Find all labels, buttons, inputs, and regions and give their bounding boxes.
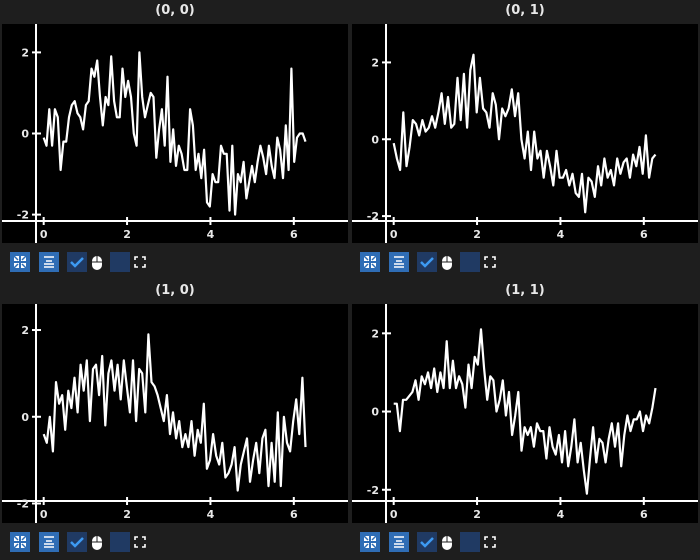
x-tick-label: 2 (473, 508, 481, 521)
fit-view-icon[interactable] (360, 252, 380, 272)
y-tick-label: 2 (21, 324, 29, 337)
subplot-cell: (1, 0) 0 2 4 6 -2 0 2 (0, 280, 350, 560)
y-tick-label: -2 (367, 210, 379, 223)
plot-area[interactable]: 0 2 4 6 -2 0 2 (352, 304, 698, 523)
fit-view-icon[interactable] (10, 252, 30, 272)
plot-area[interactable]: 0 2 4 6 -2 0 2 (352, 24, 698, 243)
subplot-title: (1, 1) (505, 283, 545, 298)
align-center-icon[interactable] (389, 532, 409, 552)
y-tick-label: -2 (17, 209, 29, 222)
y-tick-label: 0 (21, 411, 29, 424)
fullscreen-icon[interactable] (134, 252, 146, 272)
subplot-title: (0, 0) (155, 3, 195, 18)
x-tick-label: 4 (207, 508, 215, 521)
fullscreen-icon[interactable] (484, 252, 496, 272)
x-tick-label: 6 (640, 228, 648, 241)
x-tick-label: 4 (557, 508, 565, 521)
checkbox-checked[interactable] (417, 532, 437, 552)
x-tick-label: 4 (207, 228, 215, 241)
x-tick-label: 0 (390, 508, 398, 521)
plot-toolbar (350, 532, 700, 552)
series-line (393, 328, 657, 495)
align-center-icon[interactable] (389, 252, 409, 272)
plot-toolbar (0, 532, 350, 552)
subplot-cell: (0, 1) 0 2 4 6 -2 0 2 (350, 0, 700, 280)
mouse-icon (441, 532, 453, 552)
x-tick-label: 6 (290, 508, 298, 521)
x-tick-label: 0 (40, 228, 48, 241)
checkbox-empty[interactable] (460, 252, 480, 272)
checkbox-empty[interactable] (110, 532, 130, 552)
series-line (42, 51, 307, 216)
x-tick-label: 0 (390, 228, 398, 241)
fullscreen-icon[interactable] (134, 532, 146, 552)
align-center-icon[interactable] (39, 532, 59, 552)
fit-view-icon[interactable] (10, 532, 30, 552)
y-tick-label: 0 (371, 406, 379, 419)
y-tick-label: 2 (371, 56, 379, 69)
subplot-cell: (1, 1) 0 2 4 6 -2 0 2 (350, 280, 700, 560)
subplot-title: (0, 1) (505, 3, 545, 18)
x-tick-label: 4 (557, 228, 565, 241)
y-tick-label: -2 (17, 497, 29, 510)
fit-view-icon[interactable] (360, 532, 380, 552)
x-tick-label: 2 (123, 508, 131, 521)
plot-toolbar (0, 252, 350, 272)
x-tick-label: 2 (473, 228, 481, 241)
checkbox-empty[interactable] (110, 252, 130, 272)
mouse-icon (91, 252, 103, 272)
x-tick-label: 6 (290, 228, 298, 241)
mouse-icon (91, 532, 103, 552)
plot-area[interactable]: 0 2 4 6 -2 0 2 (2, 304, 348, 523)
series-line (42, 333, 307, 492)
y-tick-label: 2 (21, 46, 29, 59)
subplot-title: (1, 0) (155, 283, 195, 298)
y-tick-label: 0 (371, 133, 379, 146)
y-tick-label: -2 (367, 484, 379, 497)
checkbox-checked[interactable] (67, 532, 87, 552)
x-tick-label: 0 (40, 508, 48, 521)
x-tick-label: 6 (640, 508, 648, 521)
plot-toolbar (350, 252, 700, 272)
y-tick-label: 2 (371, 327, 379, 340)
checkbox-checked[interactable] (417, 252, 437, 272)
fullscreen-icon[interactable] (484, 532, 496, 552)
checkbox-checked[interactable] (67, 252, 87, 272)
mouse-icon (441, 252, 453, 272)
x-tick-label: 2 (123, 228, 131, 241)
series-line (392, 53, 657, 214)
subplot-cell: (0, 0) 0 2 4 6 -2 0 2 (0, 0, 350, 280)
plot-area[interactable]: 0 2 4 6 -2 0 2 (2, 24, 348, 243)
checkbox-empty[interactable] (460, 532, 480, 552)
y-tick-label: 0 (21, 128, 29, 141)
align-center-icon[interactable] (39, 252, 59, 272)
